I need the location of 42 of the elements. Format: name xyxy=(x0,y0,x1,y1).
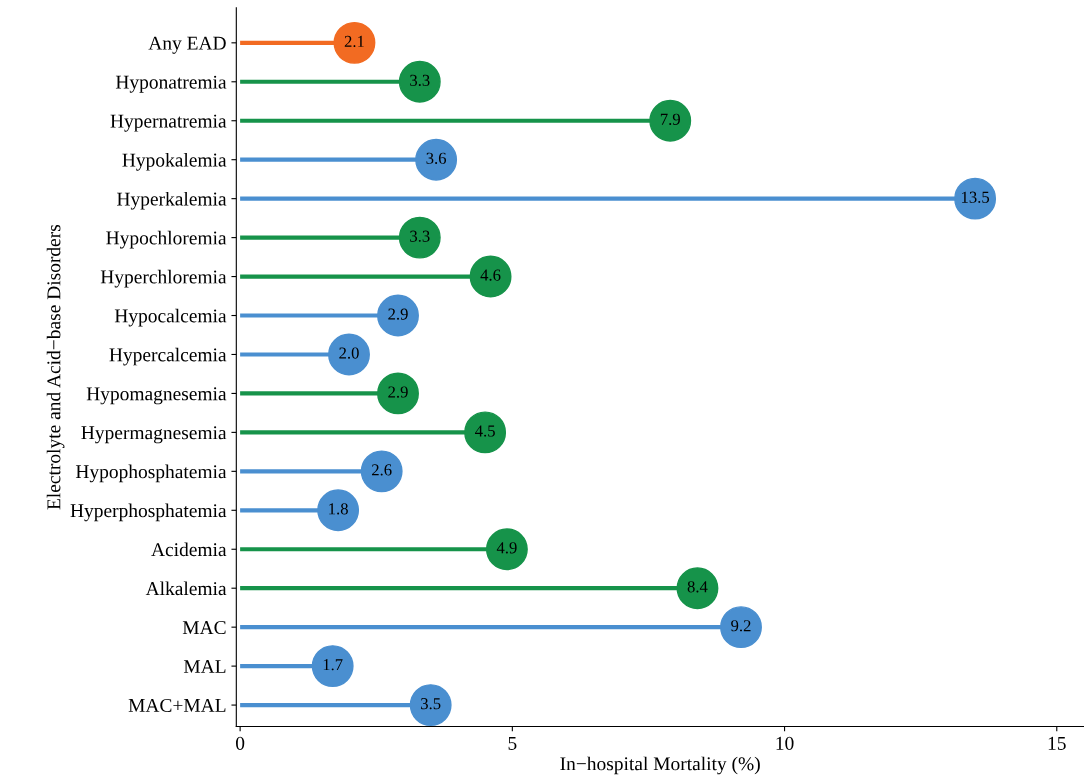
y-axis-title: Electrolyte and Acid−base Disorders xyxy=(46,224,65,510)
data-label: 2.1 xyxy=(344,35,364,48)
y-tick-label: MAL xyxy=(183,660,226,673)
data-label: 3.3 xyxy=(410,74,430,87)
y-tick-label: MAC+MAL xyxy=(128,698,226,713)
x-tick-label: 0 xyxy=(236,736,245,750)
y-tick-label: Hypermagnesemia xyxy=(81,426,227,444)
data-label: 4.5 xyxy=(475,425,495,437)
y-tick-label: MAC xyxy=(182,621,226,635)
data-label: 1.7 xyxy=(323,659,343,671)
y-tick-label: Hypernatremia xyxy=(110,114,227,132)
y-tick-label: Hyperkalemia xyxy=(117,191,227,210)
data-label: 1.8 xyxy=(329,503,348,515)
data-label: 2.9 xyxy=(388,386,408,398)
data-label: 7.9 xyxy=(660,113,680,125)
y-tick-label: Hyperphosphatemia xyxy=(70,503,227,522)
y-tick-label: Any EAD xyxy=(148,36,226,54)
x-tick-label: 10 xyxy=(776,736,794,750)
y-tick-label: Acidemia xyxy=(151,542,227,557)
y-tick-label: Hyponatremia xyxy=(115,75,227,93)
y-tick-label: Hypocalcemia xyxy=(114,308,227,327)
data-label: 3.5 xyxy=(421,698,441,710)
data-label: 3.6 xyxy=(426,152,447,164)
data-label: 3.3 xyxy=(410,230,430,242)
x-axis-title: In−hospital Mortality (%) xyxy=(560,756,760,775)
data-label: 2.0 xyxy=(339,347,359,359)
x-tick-label: 15 xyxy=(1048,736,1066,750)
y-tick-label: Hypokalemia xyxy=(122,152,227,171)
data-label: 4.9 xyxy=(496,542,517,554)
data-label: 2.6 xyxy=(371,464,392,476)
y-tick-label: Hypochloremia xyxy=(106,230,227,249)
y-tick-label: Hypercalcemia xyxy=(109,347,227,366)
data-label: 4.6 xyxy=(480,269,501,281)
y-tick-label: Hyperchloremia xyxy=(100,269,227,288)
data-label: 2.9 xyxy=(388,308,408,320)
data-label: 9.2 xyxy=(731,620,751,632)
data-label: 8.4 xyxy=(687,581,708,593)
x-tick-label: 5 xyxy=(508,736,517,750)
y-tick-label: Alkalemia xyxy=(145,581,227,596)
data-label: 13.5 xyxy=(962,191,990,203)
y-tick-label: Hypophosphatemia xyxy=(75,464,227,483)
y-tick-label: Hypomagnesemia xyxy=(86,387,227,405)
